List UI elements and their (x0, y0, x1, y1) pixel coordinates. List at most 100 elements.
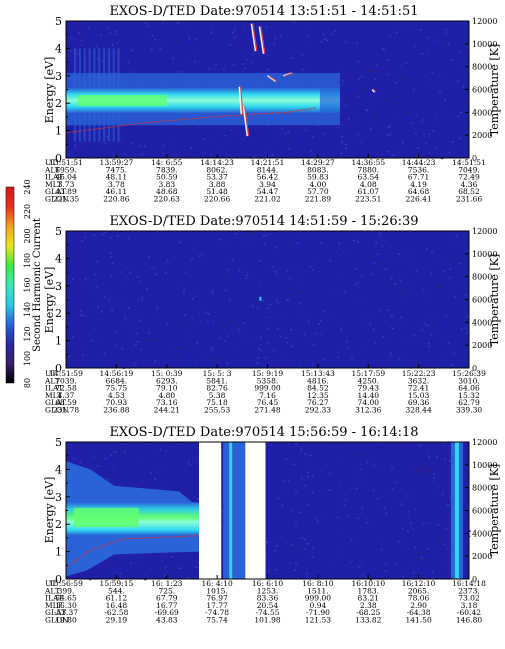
panel-2-ephemeris-table: UTALTILATMLTGLATGLON14:51:597039.72.584.… (44, 369, 486, 415)
table-cell: 4.36 (461, 180, 478, 189)
temperature-trace (65, 535, 200, 568)
y-tick-label: 2 (55, 97, 62, 110)
table-cell: 271.48 (254, 406, 280, 415)
mid-stripe (223, 442, 246, 579)
table-cell: 4.37 (58, 391, 75, 400)
y2-tick-label: 12000 (472, 227, 497, 236)
table-row-label: GLON (45, 616, 69, 625)
y-tick-label: 5 (55, 15, 62, 28)
panel-1-title: EXOS-D/TED Date:970514 13:51:51 - 14:51:… (109, 4, 418, 19)
table-cell: 13:59:27 (100, 158, 134, 167)
panel-1-ylabel: Energy [eV] (43, 57, 56, 124)
spectrogram-background (66, 231, 469, 368)
table-cell: -60.42 (457, 608, 481, 617)
table-cell: 236.88 (103, 406, 129, 415)
table-cell: 3632. (408, 376, 429, 385)
table-cell: 8144. (257, 165, 278, 174)
table-cell: 4.19 (410, 180, 427, 189)
panel-1-plot-area (65, 21, 470, 160)
table-cell: 7880. (358, 165, 379, 174)
table-cell: -62.58 (104, 608, 128, 617)
table-cell: 4.80 (158, 391, 175, 400)
y2-tick-label: 12000 (472, 438, 497, 447)
table-cell: 133.82 (355, 616, 381, 625)
panel-2-plot-area (66, 231, 470, 369)
table-cell: 75.75 (106, 384, 128, 393)
table-cell: 15:59:15 (100, 579, 134, 588)
table-cell: 76.27 (307, 398, 329, 407)
table-cell: 15: 0:39 (151, 369, 183, 378)
colorbar-ticks: 80 100 120 140 160 180 200 220 240 (23, 179, 32, 388)
table-cell: 76.45 (257, 398, 279, 407)
panel-1-axes: 0 1 2 3 4 5 0 2000 4000 6000 8000 10000 12000 (55, 15, 497, 165)
y2-tick-label: 2000 (472, 131, 492, 140)
table-cell: 84.52 (307, 384, 329, 393)
table-cell: 79.10 (156, 384, 178, 393)
colorbar-tick-label: 120 (23, 326, 32, 341)
table-cell: 141.50 (405, 616, 431, 625)
table-cell: 14.40 (358, 391, 380, 400)
table-cell: 15:17:59 (351, 369, 385, 378)
y2-tick-label: 8000 (472, 273, 492, 282)
table-row-label: ALT (44, 376, 60, 385)
table-cell: -53.37 (54, 608, 78, 617)
y2-tick-label: 6000 (472, 507, 492, 516)
table-row-label: GLON (45, 406, 69, 415)
table-cell: -74.55 (255, 608, 279, 617)
table-cell: 43.89 (55, 187, 77, 196)
colorbar-tick-label: 180 (23, 253, 32, 268)
table-cell: 15:22:23 (402, 369, 436, 378)
table-cell: 14:44:23 (402, 158, 436, 167)
table-cell: 20.54 (257, 601, 279, 610)
table-cell: 43.83 (156, 616, 178, 625)
colorbar-tick-label: 80 (23, 378, 32, 388)
data-gap (245, 442, 266, 579)
table-cell: 3.94 (259, 180, 276, 189)
data-gap (199, 442, 222, 579)
table-cell: 7839. (156, 165, 177, 174)
table-cell: 5841. (206, 376, 227, 385)
table-cell: 67.71 (408, 173, 429, 182)
y-tick-label: 1 (55, 335, 62, 348)
table-row-label: ALT (44, 586, 60, 595)
spectrogram-noise (66, 231, 470, 369)
panel-1-ephemeris-table: UTALTILATMLTGLATGLON13:51:516959.46.043.… (44, 158, 486, 204)
table-cell: 8083. (307, 165, 328, 174)
table-cell: 292.33 (305, 406, 331, 415)
table-cell: 16:10:10 (351, 579, 385, 588)
table-cell: 54.47 (257, 187, 279, 196)
table-cell: 16.30 (55, 601, 77, 610)
table-cell: 59.83 (307, 173, 329, 182)
table-cell: 1511. (307, 586, 328, 595)
y-tick-label: 1 (55, 546, 62, 559)
table-cell: 4.53 (108, 391, 125, 400)
table-cell: -74.78 (205, 608, 229, 617)
panel-3-ephemeris-table: UTALTILATMLTGLATGLON15:56:59399.54.6516.… (44, 579, 486, 625)
table-cell: 14:56:19 (100, 369, 134, 378)
table-cell: 328.44 (405, 406, 431, 415)
table-cell: 15:56:59 (49, 579, 83, 588)
table-cell: 14:14:23 (200, 158, 234, 167)
table-cell: 64.06 (458, 384, 480, 393)
spectrogram-noise (66, 21, 470, 160)
table-cell: 63.54 (358, 173, 380, 182)
panel-1: EXOS-D/TED Date:970514 13:51:51 - 14:51:… (43, 4, 501, 204)
table-cell: 4.00 (310, 180, 327, 189)
table-cell: 3.88 (209, 180, 226, 189)
table-cell: -71.90 (306, 608, 330, 617)
temperature-streaks (238, 23, 377, 137)
table-cell: 4.08 (360, 180, 377, 189)
table-cell: 2373. (458, 586, 479, 595)
table-cell: 544. (108, 586, 125, 595)
table-cell: 16:14:18 (452, 579, 486, 588)
table-cell: 16.77 (156, 601, 178, 610)
y-tick-label: 0 (55, 362, 62, 375)
y-tick-label: 4 (55, 252, 62, 265)
table-cell: 2.38 (360, 601, 377, 610)
table-cell: 12.35 (307, 391, 329, 400)
table-cell: 61.07 (358, 187, 380, 196)
table-cell: 70.93 (106, 398, 128, 407)
table-cell: 57.70 (307, 187, 329, 196)
table-cell: 68.52 (458, 187, 480, 196)
y2-tick-label: 2000 (472, 552, 492, 561)
